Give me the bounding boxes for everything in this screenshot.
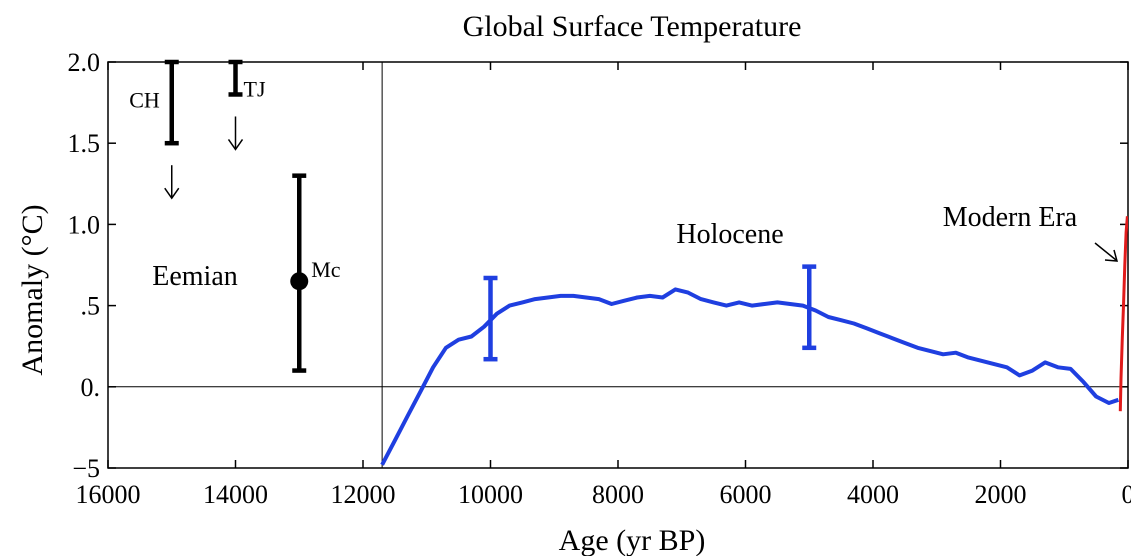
error-bar-label: Mc: [311, 257, 341, 282]
y-tick-label: 0.: [81, 373, 101, 402]
error-bar-label: CH: [129, 88, 160, 113]
error-bar-tj: TJ: [227, 59, 266, 151]
series-line-1: [1118, 216, 1128, 412]
error-bar-mc: Mc: [290, 173, 341, 373]
modern-era-label: Modern Era: [943, 202, 1078, 233]
error-bar-3: [483, 275, 498, 362]
error-bar-point: [290, 272, 309, 291]
x-tick-label: 6000: [720, 480, 772, 509]
x-tick-label: 12000: [331, 480, 396, 509]
x-tick-label: 8000: [592, 480, 644, 509]
eemian-label: Eemian: [152, 261, 238, 292]
error-bar-4: [802, 264, 817, 351]
x-tick-label: 2000: [975, 480, 1027, 509]
plot-frame: [107, 61, 1129, 469]
y-tick-label: 1.0: [68, 210, 101, 239]
y-tick-label: 2.0: [68, 48, 101, 77]
down-arrow-head: [164, 187, 180, 200]
plot-area: 16000 14000 12000 10000 8000 6000 4000 2000 0 2.0…: [68, 48, 1131, 509]
down-arrow-head: [227, 139, 244, 151]
holocene-label: Holocene: [676, 219, 783, 250]
x-axis-label: Age (yr BP): [559, 524, 706, 556]
x-tick-label: 4000: [847, 480, 899, 509]
x-tick-label: 10000: [458, 480, 523, 509]
error-bar-label: TJ: [244, 76, 266, 101]
y-tick-label: −5: [72, 454, 100, 483]
x-tick-label: 16000: [76, 480, 141, 509]
y-tick-label: 1.5: [68, 129, 101, 158]
y-tick-label: .5: [81, 292, 101, 321]
modern-era-arrow: [1094, 242, 1119, 262]
x-tick-label: 0: [1122, 480, 1131, 509]
y-axis-label: Anomaly (°C): [16, 204, 49, 375]
series-line-0: [380, 287, 1120, 466]
error-bar-ch: CH: [129, 59, 180, 200]
chart-title: Global Surface Temperature: [463, 10, 802, 43]
x-tick-label: 14000: [203, 480, 268, 509]
